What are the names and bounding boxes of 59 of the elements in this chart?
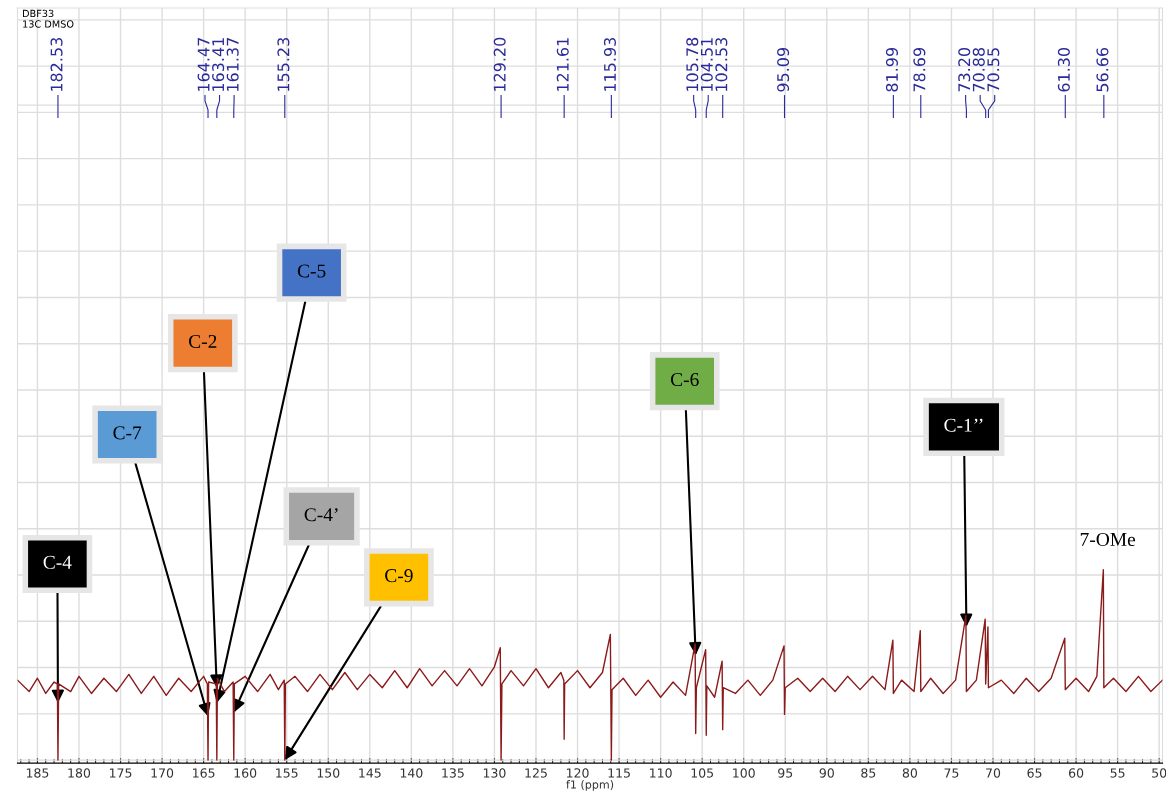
annotation: 81.99 <box>885 48 898 92</box>
x-tick-label: 115 <box>608 768 630 778</box>
annotation: 129.20 <box>493 37 506 91</box>
x-tick-label: 110 <box>650 768 672 778</box>
annotation: 163.41 <box>212 38 225 91</box>
x-tick-label: 135 <box>442 768 464 778</box>
annotation: C-6 <box>670 373 699 387</box>
annotation: C-9 <box>385 569 413 583</box>
annotation: C-4 <box>43 555 72 569</box>
annotation: 73.20 <box>958 47 971 92</box>
annotation: 115.93 <box>603 38 616 91</box>
x-tick-label: 65 <box>1027 768 1042 778</box>
x-tick-label: 180 <box>68 768 91 778</box>
annotation: 102.53 <box>715 38 728 91</box>
x-tick-label: 165 <box>193 768 215 778</box>
annotation: C-1’’ <box>944 418 983 432</box>
annotation: C-5 <box>297 264 326 278</box>
annotation: 78.69 <box>913 48 926 92</box>
annotation: 182.53 <box>50 38 63 91</box>
x-tick-label: 80 <box>902 768 918 778</box>
chart-subtitle: 13C DMSO <box>23 20 74 28</box>
chart-title: DBF33 <box>23 9 54 18</box>
x-tick-label: 140 <box>400 768 423 778</box>
x-tick-label: 105 <box>691 768 714 778</box>
x-tick-label: 185 <box>26 768 49 778</box>
x-tick-label: 170 <box>151 768 174 778</box>
annotation: 104.51 <box>700 38 713 91</box>
annotation: 61.30 <box>1057 47 1070 92</box>
x-tick-label: 125 <box>525 768 547 778</box>
x-tick-label: 75 <box>944 768 959 778</box>
annotation: 56.66 <box>1096 47 1109 92</box>
x-tick-label: 95 <box>778 768 793 778</box>
text: 7-OMe <box>1080 532 1136 547</box>
x-tick-label: 90 <box>819 768 834 778</box>
annotation: 164.47 <box>197 38 210 91</box>
annotation: C-4’ <box>304 508 338 522</box>
x-tick-label: 55 <box>1110 768 1125 778</box>
annotation: 70.55 <box>987 48 1000 92</box>
x-tick-label: 85 <box>861 768 876 778</box>
x-tick-label: 145 <box>359 768 381 778</box>
annotation: C-2 <box>189 334 217 349</box>
x-tick-label: 70 <box>986 768 1001 778</box>
x-tick-label: 155 <box>276 768 298 778</box>
x-tick-label: 60 <box>1069 768 1084 778</box>
x-tick-label: 50 <box>1152 768 1166 778</box>
x-tick-label: 130 <box>483 768 506 778</box>
annotation: C-7 <box>113 426 142 440</box>
x-tick-label: 160 <box>234 768 257 778</box>
annotation: 95.09 <box>777 48 790 92</box>
x-tick-label: 100 <box>733 768 755 778</box>
annotation: 70.88 <box>972 47 985 92</box>
annotation: 121.61 <box>556 38 569 91</box>
x-tick-label: 175 <box>109 768 132 778</box>
x-axis-title: f1 (ppm) <box>566 780 614 791</box>
x-tick-label: 150 <box>317 768 340 778</box>
annotation: 155.23 <box>277 38 290 91</box>
annotation: 105.78 <box>686 37 699 91</box>
annotation: 161.37 <box>226 38 239 91</box>
x-tick-label: 120 <box>566 768 589 778</box>
